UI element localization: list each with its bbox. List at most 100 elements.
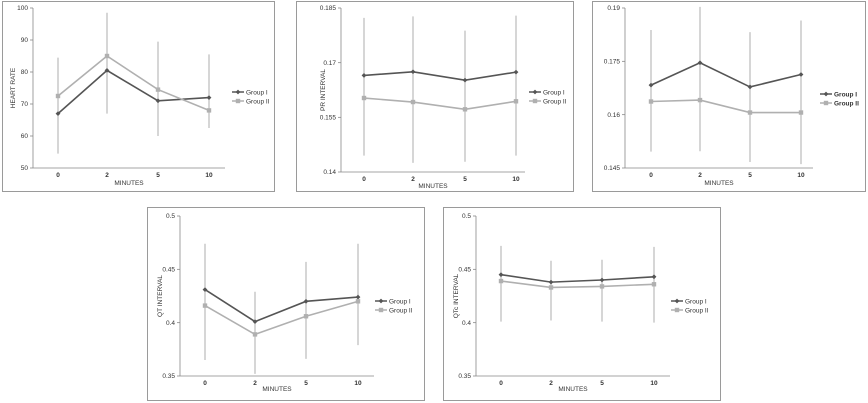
chart-panel-qt-interval: 0.35 0.4 0.45 0.5 0 2 5 10 MINUTES QT INTERVAL Gro…	[147, 207, 425, 401]
y-tick-label: 0.19	[607, 5, 620, 12]
y-tick-label: 50	[21, 165, 29, 172]
data-point	[548, 285, 554, 290]
data-point	[206, 108, 212, 113]
data-point	[513, 99, 519, 104]
y-tick-label: 0.17	[323, 60, 336, 67]
data-point	[697, 60, 703, 66]
chart-panel-qtc-interval: 0.35 0.4 0.45 0.5 0 2 5 10 MINUTES QTc INTERVAL Gr…	[443, 207, 721, 401]
legend-label: Group II	[543, 98, 567, 105]
y-tick-label: 70	[21, 101, 29, 108]
data-point	[498, 272, 504, 278]
chart-panel-pr-interval: 0.14 0.155 0.17 0.185 0 2 5 10 MINUTES PR INTERVA…	[296, 1, 574, 192]
series-line	[650, 61, 802, 88]
series-line	[204, 288, 359, 323]
data-point	[252, 319, 258, 324]
legend-label: Group I	[685, 298, 707, 305]
qtc-interval-chart: 0.35 0.4 0.45 0.5 0 2 5 10 MINUTES QTc INTERVAL Gr…	[453, 213, 709, 393]
data-point	[355, 299, 361, 304]
data-point	[651, 282, 657, 287]
x-axis-label: MINUTES	[114, 180, 144, 187]
pr-interval-chart: 0.14 0.155 0.17 0.185 0 2 5 10 MINUTES PR INTERVA…	[320, 5, 567, 190]
data-point	[202, 303, 208, 308]
x-axis-label: MINUTES	[704, 180, 734, 187]
legend-marker	[532, 89, 538, 95]
series-line	[57, 55, 210, 112]
data-point	[599, 277, 605, 283]
third-interval-chart: 0.145 0.16 0.175 0.19 0 2 5 10 MINUTES Group I Gro…	[604, 5, 859, 187]
legend-label: Group II	[834, 100, 859, 107]
data-point	[104, 53, 110, 59]
data-point	[303, 298, 309, 304]
data-point	[155, 87, 161, 92]
series-line	[500, 280, 655, 289]
x-axis-label: MINUTES	[262, 386, 292, 393]
legend-marker	[378, 298, 384, 304]
data-point	[513, 69, 519, 75]
legend-label: Group II	[246, 98, 270, 105]
y-tick-label: 0.45	[458, 267, 471, 274]
x-tick-label: 5	[600, 380, 604, 387]
series-2	[202, 299, 361, 337]
series-line	[204, 300, 359, 336]
legend-entry: Group II	[671, 307, 709, 314]
x-tick-label: 5	[304, 380, 308, 387]
x-tick-label: 10	[650, 380, 658, 387]
heart-rate-chart: 50 60 70 80 90 100 0 2 5 10 MINUTES HEART RATE Group…	[10, 5, 270, 187]
legend-entry: Group I	[232, 89, 268, 96]
y-tick-label: 0.16	[607, 112, 620, 119]
legend-entry: Group I	[820, 91, 857, 98]
x-tick-label: 5	[748, 172, 752, 179]
y-tick-label: 0.5	[166, 213, 175, 220]
data-point	[651, 274, 657, 280]
legend-entry: Group II	[820, 100, 859, 107]
series-1	[202, 287, 361, 324]
data-point	[798, 110, 804, 115]
data-point	[599, 284, 605, 289]
y-axis-label: QT INTERVAL	[157, 275, 164, 317]
y-tick-label: 0.14	[323, 169, 336, 176]
y-tick-label: 0.155	[320, 115, 337, 122]
chart-panel-third: 0.145 0.16 0.175 0.19 0 2 5 10 MINUTES Group I Gro…	[592, 1, 866, 192]
x-tick-label: 2	[105, 172, 109, 179]
y-tick-label: 0.145	[604, 165, 621, 172]
series-1	[498, 272, 657, 285]
y-axis-label: HEART RATE	[10, 67, 17, 108]
data-point	[155, 98, 161, 104]
x-tick-label: 0	[362, 176, 366, 183]
x-tick-label: 2	[411, 176, 415, 183]
series-2	[55, 53, 212, 113]
x-tick-label: 10	[797, 172, 805, 179]
data-point	[55, 93, 61, 99]
data-point	[55, 111, 61, 116]
x-axis-label: MINUTES	[558, 386, 588, 393]
series-1	[648, 60, 804, 90]
data-point	[303, 314, 309, 319]
data-point	[410, 99, 416, 105]
legend-label: Group II	[389, 307, 413, 314]
series-1	[361, 69, 519, 83]
legend-label: Group II	[685, 307, 709, 314]
data-point	[355, 294, 361, 300]
legend-marker	[823, 100, 829, 106]
legend-entry: Group I	[671, 298, 707, 305]
y-tick-label: 0.45	[162, 267, 175, 274]
y-tick-label: 90	[21, 37, 29, 44]
y-tick-label: 0.185	[320, 5, 337, 12]
data-point	[462, 77, 468, 83]
x-tick-label: 2	[253, 380, 257, 387]
legend-marker	[378, 307, 384, 313]
series-line	[500, 273, 655, 283]
legend-marker	[674, 307, 680, 313]
data-point	[104, 68, 110, 73]
data-point	[410, 69, 416, 75]
y-axis-label: PR INTERVAL	[320, 69, 327, 111]
data-point	[798, 72, 804, 77]
x-tick-label: 0	[649, 172, 653, 179]
x-tick-label: 2	[698, 172, 702, 179]
series-line	[650, 99, 801, 114]
legend-label: Group I	[543, 89, 565, 96]
y-tick-label: 60	[21, 133, 29, 140]
x-tick-label: 0	[56, 172, 60, 179]
legend-label: Group I	[389, 298, 411, 305]
legend-marker	[823, 91, 829, 97]
